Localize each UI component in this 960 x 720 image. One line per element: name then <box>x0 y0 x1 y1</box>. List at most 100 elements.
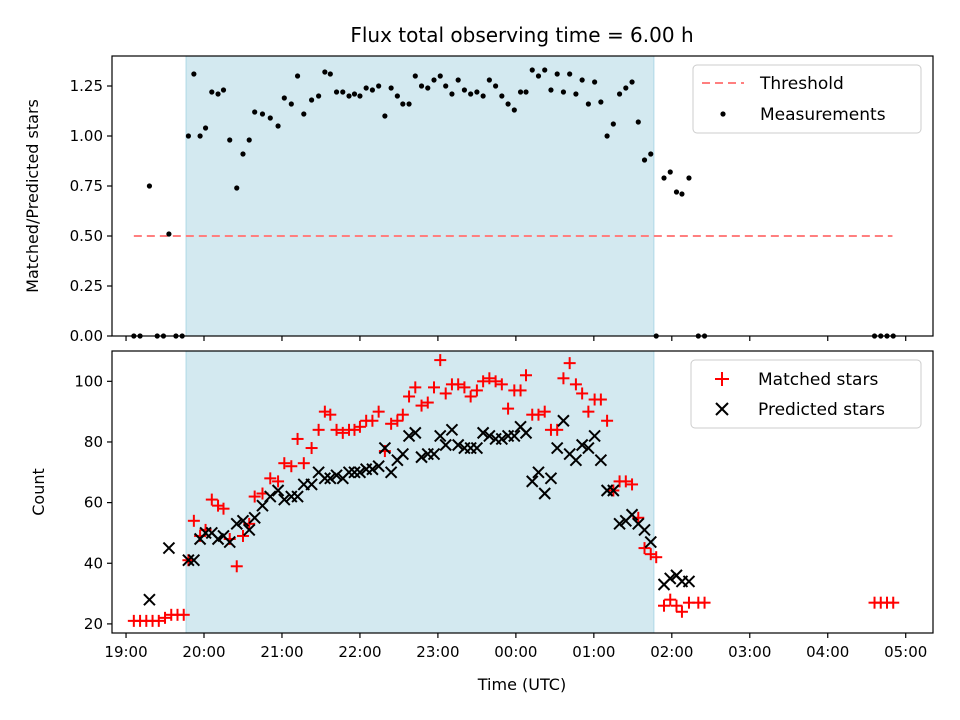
predicted-star-point <box>187 554 201 567</box>
legend-matched-swatch <box>715 372 729 386</box>
matched-star-point <box>305 442 318 455</box>
matched-star-point <box>502 402 515 415</box>
measurement-point <box>406 101 412 107</box>
top-legend-box <box>692 64 922 134</box>
predicted-star-point <box>495 432 509 446</box>
matched-star-point <box>285 460 298 473</box>
matched-star-point <box>626 478 639 491</box>
matched-star-point <box>638 542 651 555</box>
measurement-point <box>316 93 322 99</box>
predicted-star-point <box>588 429 601 443</box>
predicted-star-point <box>402 429 416 443</box>
top-axes-frame <box>111 55 934 337</box>
predicted-star-point <box>248 511 261 524</box>
matched-star-point <box>698 596 711 609</box>
measurement-point <box>412 73 418 79</box>
matched-star-point <box>230 560 243 573</box>
matched-star-point <box>403 390 416 403</box>
predicted-star-point <box>594 453 608 467</box>
matched-star-point <box>312 423 325 436</box>
chart-title: Flux total observing time = 6.00 h <box>350 23 693 47</box>
measurement-point <box>166 231 172 237</box>
measurement-point <box>635 119 641 125</box>
measurement-point <box>301 111 307 117</box>
xtick-label: 21:00 <box>260 643 303 661</box>
measurement-point <box>340 89 346 95</box>
predicted-star-point <box>353 466 367 479</box>
matched-star-point <box>391 414 404 427</box>
matched-star-point <box>582 405 595 418</box>
measurement-point <box>623 85 629 91</box>
predicted-star-point <box>582 441 595 455</box>
predicted-star-point <box>575 438 589 452</box>
measurement-point <box>648 151 654 157</box>
predicted-star-point <box>182 554 195 567</box>
predicted-star-point <box>230 517 243 531</box>
measurement-point <box>425 85 431 91</box>
matched-star-point <box>551 423 564 436</box>
bottom-ytick-label: 60 <box>84 494 103 512</box>
matched-star-point <box>177 608 190 621</box>
measurement-point <box>376 83 382 89</box>
top-ytick-label: 1.00 <box>70 127 103 145</box>
predicted-star-point <box>278 493 291 506</box>
xtick-label: 00:00 <box>494 643 537 661</box>
measurement-point <box>511 107 517 113</box>
measurement-point <box>191 71 197 77</box>
top-y-axis-label: Matched/Predicted stars <box>23 99 42 293</box>
predicted-star-point <box>483 429 496 443</box>
predicted-star-point <box>526 475 539 488</box>
matched-star-point <box>477 375 490 388</box>
top-panel: 0.00 0.25 0.50 0.75 1.00 1.25 Matched/Predict… <box>23 55 934 345</box>
matched-star-point <box>428 381 441 394</box>
measurement-point <box>523 89 529 95</box>
legend-predicted-swatch <box>715 402 729 416</box>
measurement-point <box>499 93 505 99</box>
measurement-point <box>493 83 499 89</box>
predicted-star-point <box>243 523 256 537</box>
matched-star-point <box>372 405 385 418</box>
top-ytick-label: 0.75 <box>70 177 103 195</box>
measurement-point <box>673 189 680 195</box>
bottom-legend: Matched stars Predicted stars <box>690 359 922 429</box>
predicted-star-point <box>342 466 356 479</box>
predicted-star-point <box>476 426 490 440</box>
measurement-point <box>629 79 635 85</box>
predicted-star-point <box>378 441 392 455</box>
predicted-star-point <box>439 438 452 452</box>
matched-star-point <box>205 493 218 506</box>
measurement-point <box>443 83 449 89</box>
measurement-point <box>505 101 511 107</box>
predicted-star-point <box>372 460 385 473</box>
measurement-point <box>679 191 685 197</box>
predicted-star-point <box>557 414 570 427</box>
top-y-ticks: 0.00 0.25 0.50 0.75 1.00 1.25 <box>70 77 112 345</box>
matched-star-point <box>366 414 379 427</box>
measurement-point <box>468 91 474 97</box>
matched-star-point <box>353 420 366 433</box>
matched-star-point <box>452 378 465 391</box>
predicted-star-point <box>409 426 422 440</box>
measurement-point <box>146 183 153 189</box>
measurement-point <box>585 101 591 107</box>
predicted-star-point <box>396 447 410 461</box>
predicted-star-point <box>445 423 459 437</box>
matched-star-point <box>336 426 349 439</box>
predicted-star-point <box>644 535 657 549</box>
matched-star-point <box>664 593 677 606</box>
bottom-ytick-label: 20 <box>84 615 103 633</box>
top-ytick-label: 0.25 <box>70 277 103 295</box>
measurement-point <box>535 73 542 79</box>
measurement-point <box>661 175 667 181</box>
xtick-label: 02:00 <box>650 643 693 661</box>
matched-star-point <box>248 490 261 503</box>
top-measurements <box>131 67 896 339</box>
top-observing-span <box>185 55 655 337</box>
top-ytick-label: 0.00 <box>70 327 103 345</box>
measurement-point <box>579 77 585 83</box>
matched-star-point <box>520 369 533 382</box>
measurement-point <box>308 97 315 103</box>
measurement-point <box>548 87 554 93</box>
matched-star-point <box>264 472 277 485</box>
